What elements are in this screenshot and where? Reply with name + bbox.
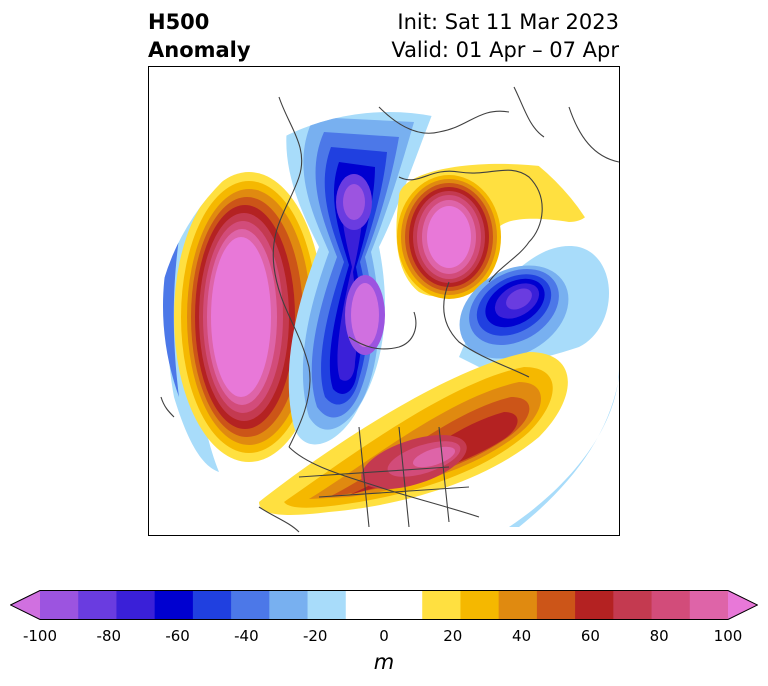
colorbar-cell — [307, 590, 347, 620]
colorbar-cell — [40, 590, 79, 620]
colorbar-cell — [345, 590, 385, 620]
colorbar-cell — [192, 590, 232, 620]
colorbar-tick-label: 20 — [443, 627, 463, 645]
colorbar — [10, 590, 758, 620]
colorbar-cell — [460, 590, 500, 620]
negative-anomaly-east-trough — [459, 246, 609, 367]
colorbar-cell — [689, 590, 729, 620]
colorbar-tick-label: -80 — [96, 627, 122, 645]
colorbar-cell — [536, 590, 576, 620]
colorbar-extend-min — [10, 590, 40, 620]
colorbar-tick-label: -60 — [165, 627, 190, 645]
colorbar-cell — [78, 590, 117, 620]
colorbar-cell — [154, 590, 194, 620]
map-title: H500 Anomaly — [148, 8, 251, 64]
colorbar-cell — [613, 590, 653, 620]
colorbar-cell — [116, 590, 156, 620]
colorbar-tick-label: 100 — [713, 627, 743, 645]
colorbar-cell — [231, 590, 270, 620]
coastlines — [160, 86, 619, 533]
colorbar-tick-label: -100 — [22, 627, 58, 645]
colorbar-cell — [384, 590, 423, 620]
negative-anomaly-central-trough — [286, 112, 439, 445]
title-field-label: H500 — [148, 10, 210, 34]
colorbar-tick-label: 40 — [512, 627, 532, 645]
positive-anomaly-northeast-ridge — [396, 163, 592, 299]
colorbar-tick-label: -40 — [234, 627, 259, 645]
init-time-label: Init: Sat 11 Mar 2023 — [397, 10, 619, 34]
colorbar-tick-label: 60 — [580, 627, 600, 645]
anomaly-map — [148, 66, 620, 536]
colorbar-cells — [10, 590, 758, 620]
negative-anomaly-band-west-inner — [162, 187, 189, 397]
positive-anomaly-west-ridge — [174, 172, 324, 462]
colorbar-cell — [498, 590, 538, 620]
colorbar-unit-label: m — [373, 650, 395, 674]
anomaly-map-svg — [160, 86, 619, 533]
colorbar-cell — [651, 590, 691, 620]
title-product-label: Anomaly — [148, 38, 251, 62]
colorbar-tick-label: 80 — [649, 627, 669, 645]
colorbar-cell — [269, 590, 309, 620]
valid-period-label: Valid: 01 Apr – 07 Apr — [391, 38, 619, 62]
anomaly-field — [162, 112, 619, 527]
colorbar-outline — [10, 590, 758, 620]
colorbar-tick-label: -20 — [302, 627, 328, 645]
colorbar-cell — [575, 590, 614, 620]
colorbar-cell — [422, 590, 461, 620]
colorbar-extend-max — [728, 590, 758, 620]
map-timestamps: Init: Sat 11 Mar 2023 Valid: 01 Apr – 07… — [391, 8, 619, 64]
colorbar-tick-label: 0 — [379, 627, 389, 645]
